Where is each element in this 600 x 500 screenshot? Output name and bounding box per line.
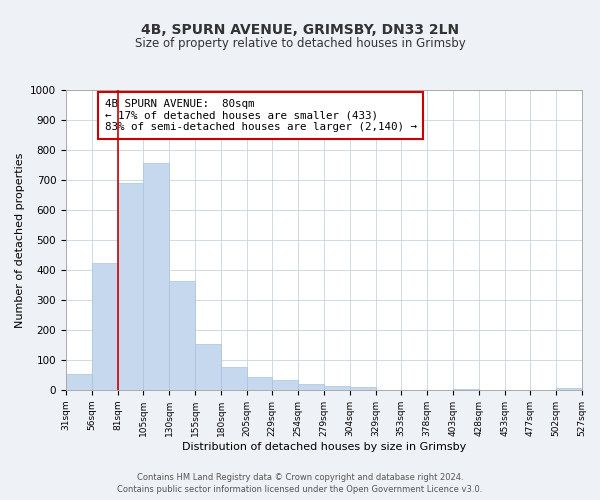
Text: Contains public sector information licensed under the Open Government Licence v3: Contains public sector information licen… — [118, 485, 482, 494]
Bar — [221, 367, 247, 390]
Bar — [324, 386, 350, 390]
Bar — [92, 262, 118, 390]
Bar — [272, 380, 298, 390]
Y-axis label: Number of detached properties: Number of detached properties — [14, 152, 25, 328]
Text: Contains HM Land Registry data © Crown copyright and database right 2024.: Contains HM Land Registry data © Crown c… — [137, 472, 463, 482]
Bar — [169, 281, 195, 390]
Bar — [195, 344, 221, 390]
Bar — [66, 374, 92, 390]
Bar — [118, 183, 143, 390]
X-axis label: Distribution of detached houses by size in Grimsby: Distribution of detached houses by size … — [182, 442, 466, 452]
Text: Size of property relative to detached houses in Grimsby: Size of property relative to detached ho… — [134, 38, 466, 51]
Bar — [298, 384, 324, 390]
Text: 4B, SPURN AVENUE, GRIMSBY, DN33 2LN: 4B, SPURN AVENUE, GRIMSBY, DN33 2LN — [141, 22, 459, 36]
Bar — [556, 388, 582, 390]
Bar — [247, 378, 272, 390]
Text: 4B SPURN AVENUE:  80sqm
← 17% of detached houses are smaller (433)
83% of semi-d: 4B SPURN AVENUE: 80sqm ← 17% of detached… — [104, 99, 416, 132]
Bar — [453, 388, 479, 390]
Bar — [143, 162, 169, 390]
Bar — [350, 387, 376, 390]
